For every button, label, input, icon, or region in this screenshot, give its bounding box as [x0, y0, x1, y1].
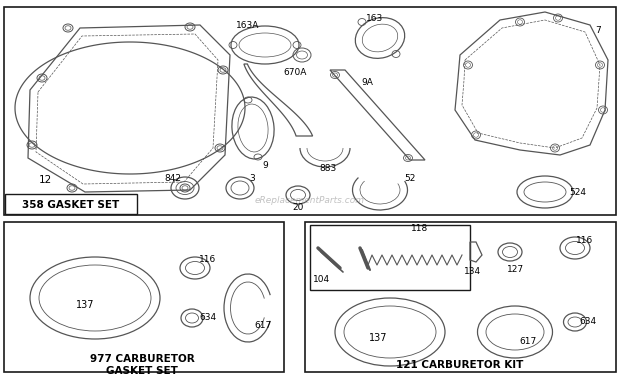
- Text: 121 CARBURETOR KIT: 121 CARBURETOR KIT: [396, 360, 524, 370]
- Text: 7: 7: [595, 25, 601, 34]
- Text: 52: 52: [404, 174, 415, 183]
- Text: 358 GASKET SET: 358 GASKET SET: [22, 200, 120, 210]
- Text: 9A: 9A: [361, 77, 373, 86]
- Text: 634: 634: [580, 318, 596, 327]
- Text: 524: 524: [570, 187, 587, 196]
- Text: 9: 9: [262, 160, 268, 169]
- Text: 116: 116: [577, 236, 593, 245]
- Text: 134: 134: [464, 267, 482, 276]
- Text: 163: 163: [366, 13, 384, 22]
- Text: 127: 127: [507, 266, 525, 275]
- Text: 163A: 163A: [236, 21, 260, 30]
- Bar: [5, 194, 137, 214]
- Text: 137: 137: [369, 333, 388, 343]
- Bar: [4, 7, 616, 215]
- Text: 137: 137: [76, 300, 94, 310]
- Text: 3: 3: [249, 174, 255, 183]
- Text: 842: 842: [164, 174, 182, 183]
- Text: 617: 617: [254, 321, 272, 329]
- Text: 20: 20: [292, 202, 304, 212]
- Text: 670A: 670A: [283, 67, 307, 77]
- Bar: [305, 222, 616, 372]
- Text: eReplacementParts.com: eReplacementParts.com: [255, 196, 365, 205]
- Text: 116: 116: [200, 255, 216, 264]
- Text: 883: 883: [319, 163, 337, 172]
- Bar: [310, 225, 470, 290]
- Text: 118: 118: [412, 224, 428, 233]
- Text: 104: 104: [314, 276, 330, 285]
- Text: 617: 617: [520, 337, 537, 346]
- Text: 977 CARBURETOR
GASKET SET: 977 CARBURETOR GASKET SET: [90, 354, 195, 374]
- Text: 634: 634: [200, 313, 216, 322]
- Text: 12: 12: [38, 175, 51, 185]
- Bar: [4, 222, 284, 372]
